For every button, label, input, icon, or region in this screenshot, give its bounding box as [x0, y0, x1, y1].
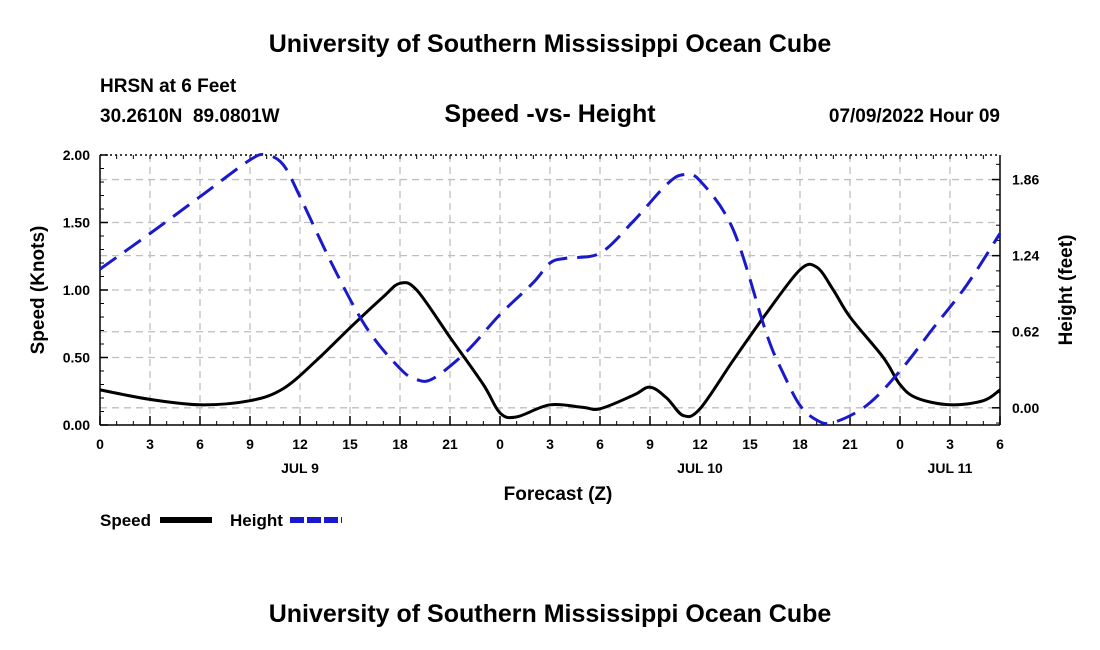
- x-tick-label: 15: [742, 436, 758, 452]
- day-label: JUL 10: [677, 460, 723, 476]
- height-series-line: [99, 152, 1002, 426]
- x-tick-label: 21: [442, 436, 458, 452]
- y-tick-label: 2.00: [63, 147, 90, 163]
- y2-tick-label: 1.24: [1012, 248, 1039, 264]
- y2-tick-label: 1.86: [1012, 172, 1039, 188]
- x-tick-label: 0: [96, 436, 104, 452]
- station-label: HRSN at 6 Feet: [100, 76, 237, 97]
- x-tick-label: 21: [842, 436, 858, 452]
- coordinates-label: 30.2610N 89.0801W: [100, 106, 280, 127]
- x-tick-label: 15: [342, 436, 358, 452]
- x-tick-label: 18: [792, 436, 808, 452]
- x-tick-label: 3: [946, 436, 954, 452]
- chart-title: Speed -vs- Height: [444, 100, 656, 128]
- x-tick-label: 18: [392, 436, 408, 452]
- day-label: JUL 11: [928, 460, 973, 476]
- y-tick-label: 0.50: [63, 350, 90, 366]
- x-tick-label: 6: [596, 436, 604, 452]
- x-tick-label: 0: [896, 436, 904, 452]
- y-tick-label: 1.00: [63, 282, 90, 298]
- day-label: JUL 9: [281, 460, 319, 476]
- x-tick-label: 9: [246, 436, 254, 452]
- y2-tick-label: 0.00: [1012, 400, 1039, 416]
- x-axis-label: Forecast (Z): [504, 484, 613, 505]
- legend-speed-label: Speed: [100, 511, 151, 530]
- forecast-datetime: 07/09/2022 Hour 09: [828, 106, 1000, 127]
- x-tick-label: 0: [496, 436, 504, 452]
- legend-height-label: Height: [230, 511, 283, 530]
- x-tick-label: 6: [196, 436, 204, 452]
- y-axis-label: Speed (Knots): [28, 226, 49, 355]
- speed-series-line: [99, 262, 1001, 420]
- y2-axis-label: Height (feet): [1056, 235, 1077, 346]
- x-tick-label: 9: [646, 436, 654, 452]
- y2-tick-label: 0.62: [1012, 324, 1039, 340]
- x-tick-label: 6: [996, 436, 1004, 452]
- y-tick-label: 0.00: [63, 417, 90, 433]
- y-tick-label: 1.50: [63, 215, 90, 231]
- x-tick-label: 12: [292, 436, 308, 452]
- main-title: University of Southern Mississippi Ocean…: [268, 30, 832, 58]
- x-tick-label: 3: [546, 436, 554, 452]
- bottom-title: University of Southern Mississippi Ocean…: [268, 600, 832, 628]
- x-tick-label: 3: [146, 436, 154, 452]
- x-tick-label: 12: [692, 436, 708, 452]
